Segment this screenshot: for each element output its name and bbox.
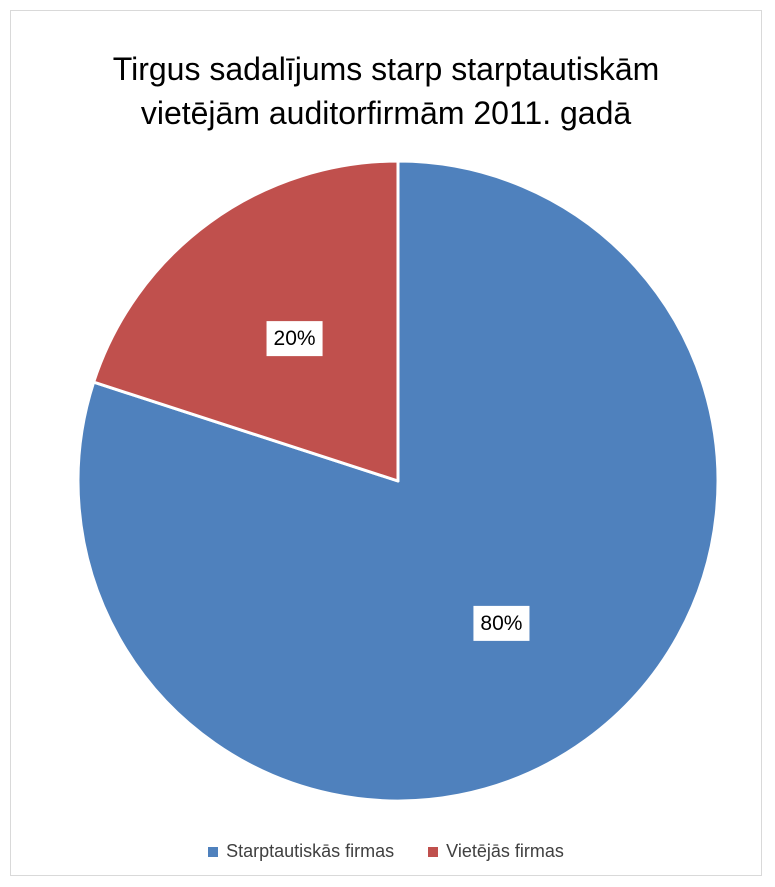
chart-title-line-2: vietējām auditorfirmām 2011. gadā — [140, 95, 632, 131]
legend-item-starptautiskas: Starptautiskās firmas — [208, 841, 394, 862]
chart-title: Tirgus sadalījums starp starptautiskām v… — [11, 47, 761, 135]
data-label-text-1: 20% — [274, 327, 316, 350]
data-label-text-0: 80% — [480, 612, 522, 635]
data-label-box-1 — [266, 321, 323, 357]
legend-label-starptautiskas: Starptautiskās firmas — [226, 841, 395, 861]
legend-swatch-starptautiskas — [208, 846, 219, 857]
chart-area: Tirgus sadalījums starp starptautiskām v… — [10, 10, 762, 876]
legend-item-vietejas: Vietējās firmas — [428, 841, 564, 862]
legend-swatch-vietejas — [428, 846, 439, 857]
legend: Starptautiskās firmas Vietējās firmas — [11, 841, 761, 862]
data-label-0: 80% — [473, 605, 530, 641]
pie-slice-1 — [92, 159, 400, 483]
data-label-box-0 — [473, 605, 530, 641]
data-label-1: 20% — [266, 321, 323, 357]
chart-title-line-1: Tirgus sadalījums starp starptautiskām — [112, 51, 660, 87]
pie-plot: 80% 20% — [76, 159, 720, 803]
legend-label-vietejas: Vietējās firmas — [446, 841, 564, 861]
